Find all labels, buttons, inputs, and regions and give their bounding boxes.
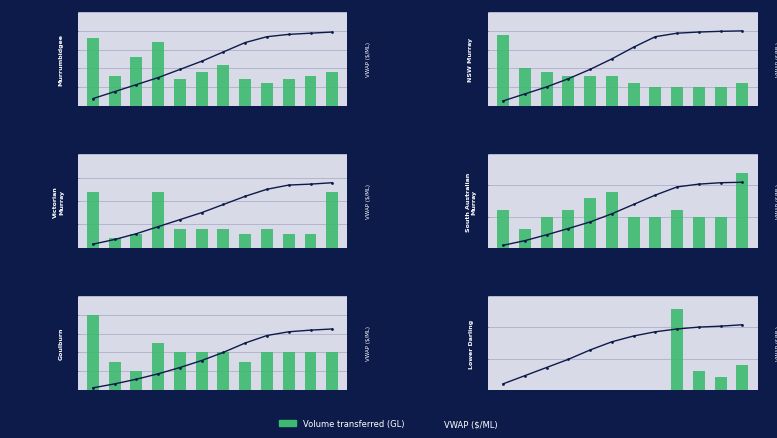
Y-axis label: VWAP ($/ML): VWAP ($/ML) — [366, 42, 371, 77]
Bar — [671, 211, 683, 248]
Bar — [693, 88, 705, 106]
Bar — [218, 65, 229, 106]
Bar — [239, 80, 251, 106]
Bar — [497, 35, 509, 106]
Bar — [650, 88, 661, 106]
Bar — [519, 69, 531, 106]
Bar — [174, 353, 186, 390]
Bar — [239, 362, 251, 390]
Bar — [541, 73, 552, 106]
Bar — [283, 353, 294, 390]
Bar — [283, 234, 294, 248]
Bar — [87, 315, 99, 390]
Bar — [109, 239, 120, 248]
Bar — [563, 77, 574, 106]
Y-axis label: VWAP ($/ML): VWAP ($/ML) — [776, 42, 777, 77]
Bar — [152, 192, 164, 248]
Bar — [326, 73, 338, 106]
Bar — [693, 371, 705, 390]
Bar — [174, 230, 186, 248]
Bar — [541, 217, 552, 248]
Bar — [671, 88, 683, 106]
Bar — [109, 362, 120, 390]
Bar — [715, 217, 726, 248]
Bar — [305, 77, 316, 106]
Y-axis label: VWAP ($/ML): VWAP ($/ML) — [776, 184, 777, 219]
Bar — [87, 39, 99, 106]
Bar — [152, 343, 164, 390]
Bar — [305, 353, 316, 390]
Bar — [628, 84, 639, 106]
Bar — [305, 234, 316, 248]
Bar — [109, 77, 120, 106]
Y-axis label: Goulburn: Goulburn — [58, 327, 64, 360]
Bar — [737, 173, 748, 248]
Bar — [196, 353, 207, 390]
Bar — [737, 365, 748, 390]
Bar — [326, 353, 338, 390]
Legend: Volume transferred (GL), VWAP ($/ML): Volume transferred (GL), VWAP ($/ML) — [276, 416, 501, 432]
Bar — [715, 378, 726, 390]
Bar — [584, 77, 596, 106]
Bar — [131, 371, 142, 390]
Bar — [174, 80, 186, 106]
Bar — [497, 211, 509, 248]
Y-axis label: VWAP ($/ML): VWAP ($/ML) — [366, 184, 371, 219]
Bar — [563, 211, 574, 248]
Bar — [737, 84, 748, 106]
Bar — [326, 192, 338, 248]
Bar — [196, 73, 207, 106]
Bar — [87, 192, 99, 248]
Bar — [196, 230, 207, 248]
Bar — [131, 58, 142, 106]
Bar — [715, 88, 726, 106]
Bar — [131, 234, 142, 248]
Bar — [239, 234, 251, 248]
Bar — [519, 230, 531, 248]
Y-axis label: Lower Darling: Lower Darling — [469, 319, 473, 368]
Y-axis label: VWAP ($/ML): VWAP ($/ML) — [366, 326, 371, 360]
Bar — [152, 43, 164, 106]
Bar — [584, 198, 596, 248]
Bar — [283, 80, 294, 106]
Bar — [261, 353, 273, 390]
Y-axis label: VWAP ($/ML): VWAP ($/ML) — [776, 326, 777, 360]
Bar — [671, 309, 683, 390]
Bar — [606, 77, 618, 106]
Bar — [261, 230, 273, 248]
Bar — [261, 84, 273, 106]
Bar — [218, 230, 229, 248]
Y-axis label: Victorian
Murray: Victorian Murray — [54, 186, 64, 217]
Y-axis label: NSW Murray: NSW Murray — [469, 38, 473, 82]
Bar — [218, 353, 229, 390]
Y-axis label: South Australian
Murray: South Australian Murray — [465, 172, 476, 231]
Bar — [650, 217, 661, 248]
Y-axis label: Murrumbidgee: Murrumbidgee — [58, 34, 63, 86]
Bar — [693, 217, 705, 248]
Bar — [606, 192, 618, 248]
Bar — [628, 217, 639, 248]
